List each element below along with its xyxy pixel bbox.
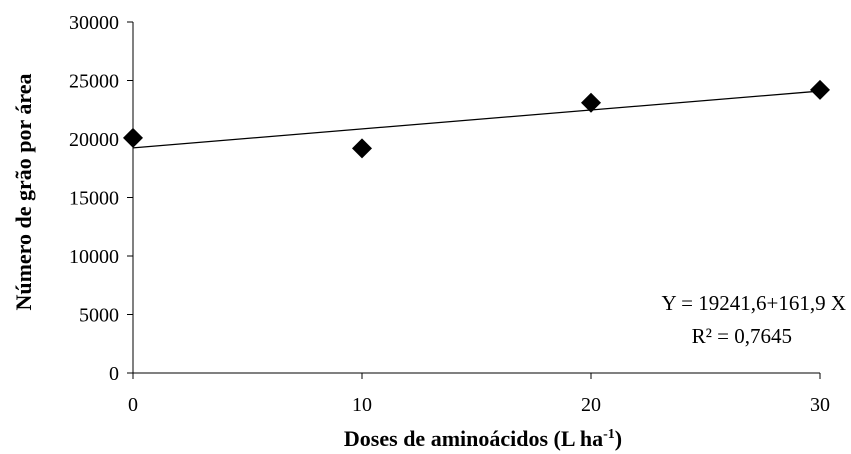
data-point <box>581 92 601 113</box>
y-tick-label: 5000 <box>79 305 119 327</box>
data-point <box>123 127 143 148</box>
y-axis: 0 5000 10000 15000 20000 25000 30000 <box>69 12 134 385</box>
x-tick-label: 30 <box>810 394 830 416</box>
trendline <box>132 90 821 149</box>
y-tick-label: 30000 <box>69 12 119 34</box>
y-tick-label: 25000 <box>69 71 119 93</box>
y-tick-label: 10000 <box>69 246 119 268</box>
r-squared-label: R² = 0,7645 <box>692 324 792 348</box>
x-axis-title: Doses de aminoácidos (L ha-1) <box>344 426 622 451</box>
x-tick-label: 0 <box>128 394 138 416</box>
x-tick-label: 20 <box>581 394 601 416</box>
x-axis-title-suffix: ) <box>615 426 622 451</box>
data-point <box>352 138 372 159</box>
y-tick-label: 15000 <box>69 188 119 210</box>
y-tick-label: 0 <box>109 363 119 385</box>
x-axis-title-sup: -1 <box>603 427 615 442</box>
trendline-equation: Y = 19241,6+161,9 X <box>662 291 847 315</box>
x-axis: 0 10 20 30 <box>128 372 830 416</box>
x-tick-label: 10 <box>352 394 372 416</box>
x-axis-title-main: Doses de aminoácidos (L ha <box>344 426 603 451</box>
data-point <box>810 79 830 100</box>
y-axis-title: Número de grão por área <box>11 73 36 310</box>
y-tick-label: 20000 <box>69 129 119 151</box>
